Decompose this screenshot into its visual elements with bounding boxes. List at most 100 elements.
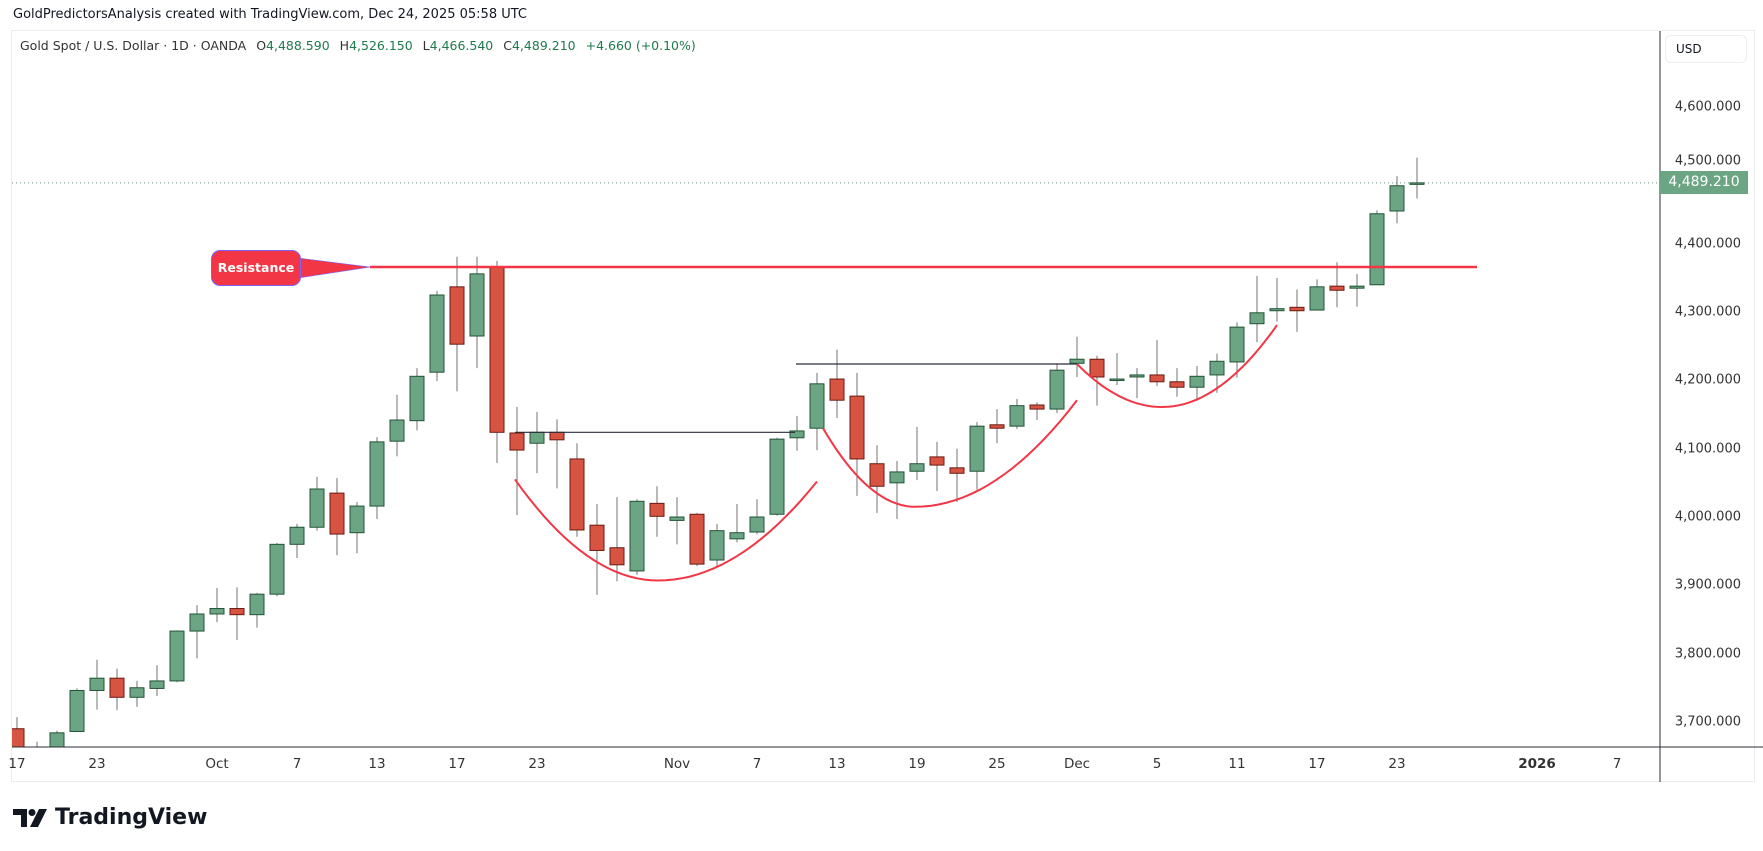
resistance-label[interactable]: Resistance bbox=[211, 250, 301, 286]
candle[interactable] bbox=[689, 512, 705, 567]
candle-body-up bbox=[669, 516, 685, 521]
candle[interactable] bbox=[589, 504, 605, 595]
candle[interactable] bbox=[889, 460, 905, 520]
candle[interactable] bbox=[269, 542, 285, 597]
candle[interactable] bbox=[1329, 262, 1345, 308]
candle[interactable] bbox=[389, 394, 405, 457]
candle[interactable] bbox=[189, 605, 205, 659]
candle[interactable] bbox=[1389, 176, 1405, 224]
candle-body-up bbox=[1189, 375, 1205, 388]
candle[interactable] bbox=[1289, 289, 1305, 332]
candle[interactable] bbox=[809, 372, 825, 451]
candle[interactable] bbox=[69, 688, 85, 733]
candle[interactable] bbox=[609, 497, 625, 582]
candle-body-down bbox=[649, 502, 665, 517]
candle[interactable] bbox=[869, 445, 885, 513]
tradingview-logo[interactable]: TradingView bbox=[13, 805, 207, 830]
candle[interactable] bbox=[429, 290, 445, 382]
candle[interactable] bbox=[30, 741, 44, 771]
candle[interactable] bbox=[769, 437, 785, 516]
candle[interactable] bbox=[1189, 366, 1205, 401]
candle[interactable] bbox=[649, 486, 665, 537]
candle[interactable] bbox=[1109, 353, 1125, 386]
candle[interactable] bbox=[1149, 340, 1165, 386]
candle[interactable] bbox=[1269, 277, 1285, 322]
candle[interactable] bbox=[49, 730, 65, 768]
time-tick-label: Oct bbox=[205, 756, 229, 772]
candle[interactable] bbox=[989, 409, 1005, 444]
candle[interactable] bbox=[249, 592, 265, 628]
candle[interactable] bbox=[469, 256, 485, 369]
candle[interactable] bbox=[1129, 368, 1145, 399]
time-tick-label: Dec bbox=[1063, 756, 1091, 772]
candle[interactable] bbox=[529, 411, 545, 474]
candle[interactable] bbox=[509, 407, 525, 515]
candle[interactable] bbox=[1369, 210, 1385, 286]
candle-body-down bbox=[1089, 358, 1105, 378]
candle-body-down bbox=[1329, 285, 1345, 291]
price-tick-label: 4,600.000 bbox=[1674, 99, 1741, 115]
candle[interactable] bbox=[909, 426, 925, 481]
candle[interactable] bbox=[669, 497, 685, 545]
candle[interactable] bbox=[309, 476, 325, 531]
candle[interactable] bbox=[729, 504, 745, 543]
candle[interactable] bbox=[709, 523, 725, 567]
candle[interactable] bbox=[109, 668, 125, 711]
candle[interactable] bbox=[129, 680, 145, 707]
candle[interactable] bbox=[1349, 273, 1365, 307]
candle[interactable] bbox=[409, 368, 425, 431]
candle[interactable] bbox=[149, 665, 165, 696]
candle[interactable] bbox=[349, 501, 365, 554]
candle-body-up bbox=[1009, 405, 1025, 427]
candle-body-up bbox=[1109, 378, 1125, 382]
candle-body-up bbox=[69, 689, 85, 732]
candle[interactable] bbox=[1209, 353, 1225, 393]
time-tick-label: Nov bbox=[663, 756, 691, 772]
candle[interactable] bbox=[369, 437, 385, 520]
candle[interactable] bbox=[549, 419, 565, 489]
candle[interactable] bbox=[209, 588, 225, 623]
candle[interactable] bbox=[1249, 275, 1265, 343]
candle[interactable] bbox=[849, 372, 865, 496]
candle-body-up bbox=[309, 488, 325, 528]
candle[interactable] bbox=[1029, 402, 1045, 421]
price-tick-label: 4,000.000 bbox=[1674, 509, 1741, 525]
candle-body-up bbox=[809, 383, 825, 429]
candle[interactable] bbox=[449, 256, 465, 392]
candle[interactable] bbox=[789, 415, 805, 451]
currency-selector[interactable]: USD bbox=[1665, 35, 1747, 63]
candle[interactable] bbox=[169, 630, 185, 683]
candle[interactable] bbox=[1409, 157, 1425, 199]
candle[interactable] bbox=[929, 441, 945, 492]
candle-body-up bbox=[749, 516, 765, 533]
candle-body-down bbox=[949, 467, 965, 474]
candle[interactable] bbox=[289, 523, 305, 558]
time-tick-label: 23 bbox=[88, 756, 106, 772]
time-tick-label: 7 bbox=[752, 756, 762, 772]
candle[interactable] bbox=[569, 443, 585, 537]
candle-body-up bbox=[709, 530, 725, 561]
candle[interactable] bbox=[489, 260, 505, 464]
candle[interactable] bbox=[1069, 336, 1085, 377]
candle[interactable] bbox=[1229, 322, 1245, 378]
candle[interactable] bbox=[629, 499, 645, 576]
candle[interactable] bbox=[749, 499, 765, 535]
high-value: 4,526.150 bbox=[349, 38, 413, 53]
candle[interactable] bbox=[1309, 279, 1325, 311]
candle[interactable] bbox=[1169, 368, 1185, 397]
time-tick-label: 11 bbox=[1228, 756, 1246, 772]
open-label: O bbox=[256, 38, 267, 53]
candle[interactable] bbox=[229, 587, 245, 640]
candle[interactable] bbox=[1009, 398, 1025, 429]
candle[interactable] bbox=[1049, 363, 1065, 414]
symbol-description[interactable]: Gold Spot / U.S. Dollar · 1D · OANDA bbox=[20, 38, 247, 53]
candle-body-up bbox=[1369, 213, 1385, 286]
candle[interactable] bbox=[829, 349, 845, 418]
candle[interactable] bbox=[969, 422, 985, 490]
candle-body-down bbox=[489, 266, 505, 433]
candle-body-up bbox=[1069, 358, 1085, 364]
candle[interactable] bbox=[329, 478, 345, 556]
candle[interactable] bbox=[949, 448, 965, 502]
candle[interactable] bbox=[89, 659, 105, 710]
